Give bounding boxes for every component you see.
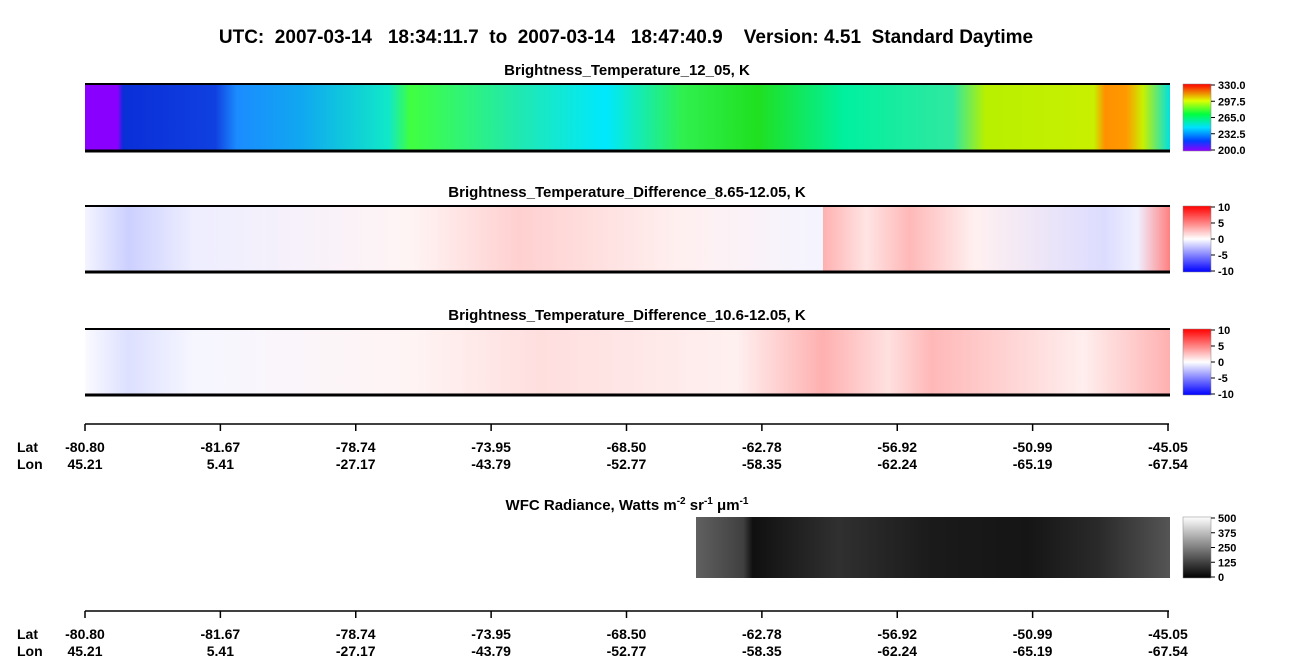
lat-value: -81.67 [201,626,241,642]
colorbar-label: -10 [1218,266,1234,278]
title-part: -2 [677,496,686,507]
lon-value: 45.21 [67,456,102,472]
title-part: WFC Radiance, Watts m [506,497,677,514]
lat-value: -68.50 [607,439,647,455]
panel-title: WFC Radiance, Watts m-2 sr-1 μm-1 [506,496,749,514]
colorbar-label: 265.0 [1218,113,1246,125]
colorbar-label: 297.5 [1218,96,1246,108]
colorbar [1182,328,1212,396]
lat-value: -62.78 [742,439,782,455]
lon-value: -65.19 [1013,456,1053,472]
lon-value: -58.35 [742,643,782,659]
lon-value: -67.54 [1148,643,1188,659]
lat-value: -80.80 [65,439,105,455]
lat-value: -73.95 [471,626,511,642]
lat-value: -81.67 [201,439,241,455]
lat-value: -50.99 [1013,439,1053,455]
lat-label: Lat [17,626,38,642]
lon-value: -65.19 [1013,643,1053,659]
lon-value: -67.54 [1148,456,1188,472]
colorbar-label: 250 [1218,543,1236,555]
lon-value: -52.77 [607,643,647,659]
lat-value: -68.50 [607,626,647,642]
title-part: sr [686,497,705,514]
panel-title: Brightness_Temperature_Difference_10.6-1… [448,307,806,324]
lon-value: -62.24 [877,456,917,472]
colorbar-label: 375 [1218,528,1236,540]
colorbar [1182,205,1212,273]
lat-value: -50.99 [1013,626,1053,642]
colorbar-label: -5 [1218,250,1228,262]
lon-label: Lon [17,643,43,659]
title-part: -1 [740,496,749,507]
title: UTC: 2007-03-14 18:34:11.7 to 2007-03-14… [219,27,1033,48]
lon-value: -27.17 [336,456,376,472]
lon-value: -27.17 [336,643,376,659]
image-panel [85,206,1170,272]
lat-value: -78.74 [336,626,376,642]
colorbar-label: 0 [1218,572,1224,584]
lon-value: -62.24 [877,643,917,659]
lat-value: -80.80 [65,626,105,642]
colorbar-label: 10 [1218,202,1230,214]
colorbar [1182,516,1212,579]
lat-value: -62.78 [742,626,782,642]
lat-value: -45.05 [1148,439,1188,455]
colorbar-label: 0 [1218,234,1224,246]
colorbar-label: 5 [1218,218,1224,230]
image-panel [696,517,1170,578]
lon-value: 5.41 [207,456,234,472]
lon-label: Lon [17,456,43,472]
lon-value: 5.41 [207,643,234,659]
lon-value: 45.21 [67,643,102,659]
colorbar [1182,83,1212,152]
colorbar-label: 232.5 [1218,129,1246,141]
lon-value: -58.35 [742,456,782,472]
lat-value: -56.92 [877,626,917,642]
lon-value: -52.77 [607,456,647,472]
colorbar-label: 0 [1218,357,1224,369]
image-panel [85,329,1170,395]
colorbar-label: 125 [1218,557,1236,569]
image-panel [85,84,1170,151]
colorbar-label: 10 [1218,325,1230,337]
lat-value: -45.05 [1148,626,1188,642]
lat-value: -73.95 [471,439,511,455]
colorbar-label: 5 [1218,341,1224,353]
colorbar-label: 330.0 [1218,80,1246,92]
title-part: μm [713,497,740,514]
lat-label: Lat [17,439,38,455]
colorbar-label: 500 [1218,513,1236,525]
lat-value: -56.92 [877,439,917,455]
colorbar-label: -10 [1218,389,1234,401]
lon-value: -43.79 [471,456,511,472]
colorbar-label: 200.0 [1218,145,1246,157]
panel-title: Brightness_Temperature_12_05, K [504,62,750,79]
lon-value: -43.79 [471,643,511,659]
colorbar-label: -5 [1218,373,1228,385]
title-part: -1 [704,496,713,507]
panel-title: Brightness_Temperature_Difference_8.65-1… [448,184,806,201]
lat-value: -78.74 [336,439,376,455]
